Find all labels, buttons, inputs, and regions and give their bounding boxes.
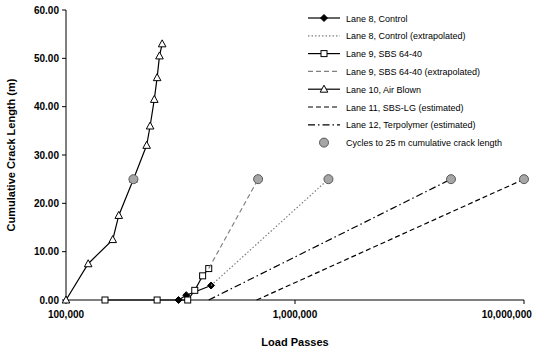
point [102, 297, 108, 303]
legend-label: Lane 9, SBS 64-40 (extrapolated) [346, 67, 480, 77]
y-tick-label: 30.00 [34, 150, 59, 161]
point [158, 40, 166, 47]
y-tick-label: 10.00 [34, 246, 59, 257]
legend-label: Lane 9, SBS 64-40 [346, 49, 422, 59]
y-tick [62, 203, 66, 204]
point [154, 297, 160, 303]
y-axis-title: Cumulative Crack Length (m) [5, 78, 17, 231]
legend-label: Lane 8, Control (extrapolated) [346, 31, 466, 41]
x-tick-label: 10,000,000 [482, 309, 532, 320]
point [129, 175, 138, 184]
legend-label: Lane 12, Terpolymer (estimated) [346, 120, 475, 130]
point [62, 296, 70, 303]
y-tick [62, 58, 66, 59]
y-tick-label: 40.00 [34, 101, 59, 112]
point [153, 74, 161, 81]
series [209, 179, 451, 300]
series [102, 266, 212, 303]
point [115, 211, 123, 218]
point [146, 122, 154, 129]
point [447, 175, 456, 184]
legend-marker [320, 138, 329, 147]
legend-label: Lane 11, SBS-LG (estimated) [346, 103, 463, 113]
series-line [66, 44, 162, 300]
legend-line [308, 124, 340, 125]
series-line [209, 179, 451, 300]
chart: 0.00 10.00 20.00 30.00 40.00 50.00 60.00 100,00… [0, 0, 534, 355]
legend-line [308, 35, 340, 36]
point [143, 141, 151, 148]
series-line [179, 286, 212, 301]
x-tick [524, 300, 525, 304]
legend-label: Cycles to 25 m cumulative crack length [346, 138, 502, 148]
legend-marker [321, 15, 328, 22]
series-line [105, 269, 209, 300]
legend-line [308, 71, 340, 72]
point [156, 52, 164, 59]
point [185, 297, 191, 303]
y-tick [62, 106, 66, 107]
x-tick-label: 100,000 [48, 309, 85, 320]
series-line [209, 179, 258, 268]
x-tick-label: 1,000,000 [273, 309, 318, 320]
x-axis-title: Load Passes [261, 336, 328, 348]
y-tick-label: 20.00 [34, 198, 59, 209]
y-tick [62, 155, 66, 156]
point [520, 175, 529, 184]
point [206, 266, 212, 272]
y-tick-label: 50.00 [34, 53, 59, 64]
series [209, 179, 258, 268]
series [62, 40, 166, 303]
series [257, 179, 524, 300]
y-tick-label: 0.00 [40, 295, 60, 306]
legend-label: Lane 10, Air Blown [346, 85, 421, 95]
point [192, 287, 198, 293]
series [129, 175, 529, 184]
point [324, 175, 333, 184]
y-tick [62, 10, 66, 11]
y-tick-label: 60.00 [34, 5, 59, 16]
x-tick [295, 300, 296, 304]
y-tick [62, 251, 66, 252]
point [151, 95, 159, 102]
point [84, 260, 92, 267]
legend-marker [321, 51, 327, 57]
legend-line [308, 106, 340, 107]
series-line [257, 179, 524, 300]
plot-area [62, 40, 528, 304]
point [254, 175, 263, 184]
point [109, 236, 117, 243]
point [200, 273, 206, 279]
legend-label: Lane 8, Control [346, 14, 408, 24]
legend-marker [320, 85, 328, 92]
legend: Lane 8, Control Lane 8, Control (extrapol… [308, 14, 502, 149]
